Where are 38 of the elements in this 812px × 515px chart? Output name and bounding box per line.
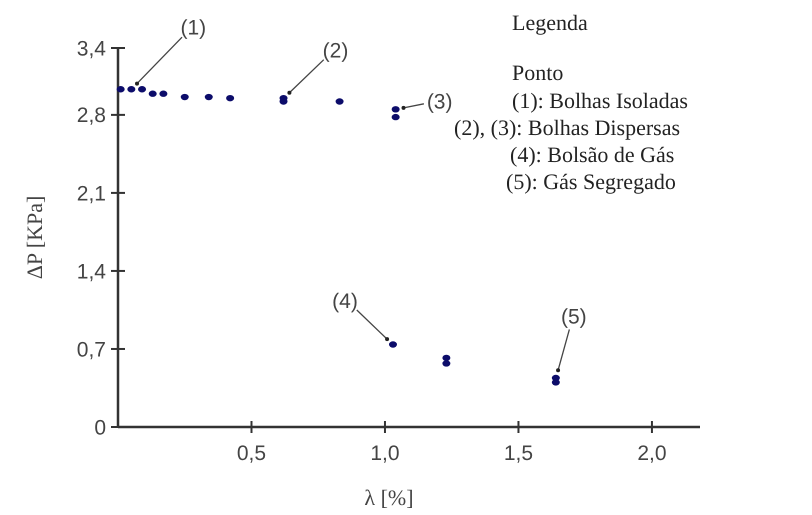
point — [442, 354, 450, 362]
point — [388, 341, 397, 348]
y-tick-label: 0,7 — [76, 338, 106, 362]
point — [138, 86, 146, 92]
point — [116, 86, 125, 92]
annotation: (4) — [332, 290, 358, 313]
annotation: (2), (3): Bolhas Dispersas — [454, 115, 680, 140]
y-axis-title: ΔP [KPa] — [22, 196, 47, 280]
y-tick-label: 3,4 — [76, 37, 106, 60]
point — [127, 86, 136, 92]
y-tick-label: 2,1 — [76, 182, 106, 206]
x-tick-label: 1,0 — [370, 442, 400, 465]
y-tick-label: 2,8 — [76, 104, 106, 128]
point — [392, 114, 400, 120]
annotation: (2) — [322, 40, 348, 63]
x-tick-label: 2,0 — [637, 442, 667, 465]
annotation: Ponto — [512, 60, 564, 85]
point — [180, 94, 189, 100]
point — [442, 360, 450, 367]
annotation: (4): Bolsão de Gás — [510, 142, 674, 167]
point — [159, 90, 168, 97]
point — [148, 90, 157, 97]
x-axis-title: λ [%] — [364, 485, 414, 510]
x-tick-label: 0,5 — [236, 442, 266, 465]
point — [204, 94, 213, 100]
point — [552, 379, 560, 386]
point — [336, 98, 344, 105]
annotation: (5) — [561, 305, 587, 328]
point — [392, 106, 400, 113]
y-tick-label: 1,4 — [76, 260, 106, 284]
y-tick-label: 0 — [94, 416, 106, 440]
x-tick-label: 1,5 — [504, 442, 534, 465]
annotation: (3) — [426, 90, 452, 114]
point — [226, 94, 234, 102]
text: Legenda — [512, 10, 588, 35]
annotation: (5): Gás Segregado — [506, 169, 676, 194]
annotation: (1) — [180, 16, 206, 40]
annotation: (1): Bolhas Isoladas — [512, 88, 688, 113]
